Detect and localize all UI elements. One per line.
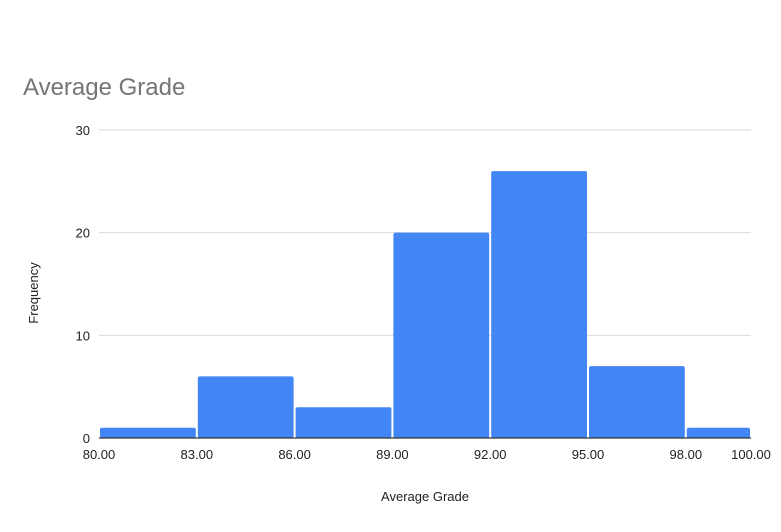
histogram-bar (197, 376, 294, 438)
y-tick-label: 20 (76, 226, 90, 241)
x-tick-label: 95.00 (572, 447, 605, 462)
x-tick-label: 100.00 (731, 447, 771, 462)
x-tick-label: 83.00 (181, 447, 214, 462)
x-tick-label: 86.00 (278, 447, 311, 462)
x-axis-title: Average Grade (381, 489, 469, 504)
histogram-bar (393, 232, 490, 438)
y-axis-title: Frequency (26, 262, 41, 324)
histogram-bar (295, 407, 392, 438)
histogram-bar (589, 366, 685, 438)
y-tick-label: 0 (83, 431, 90, 446)
y-tick-label: 10 (76, 328, 90, 343)
y-tick-label: 30 (76, 123, 90, 138)
x-tick-label: 89.00 (376, 447, 409, 462)
x-tick-label: 92.00 (474, 447, 507, 462)
x-tick-label: 98.00 (670, 447, 703, 462)
histogram-bar (491, 171, 587, 439)
chart-title: Average Grade (23, 74, 186, 101)
histogram-bar (100, 427, 196, 438)
histogram-bar (686, 427, 750, 438)
x-tick-label: 80.00 (83, 447, 116, 462)
